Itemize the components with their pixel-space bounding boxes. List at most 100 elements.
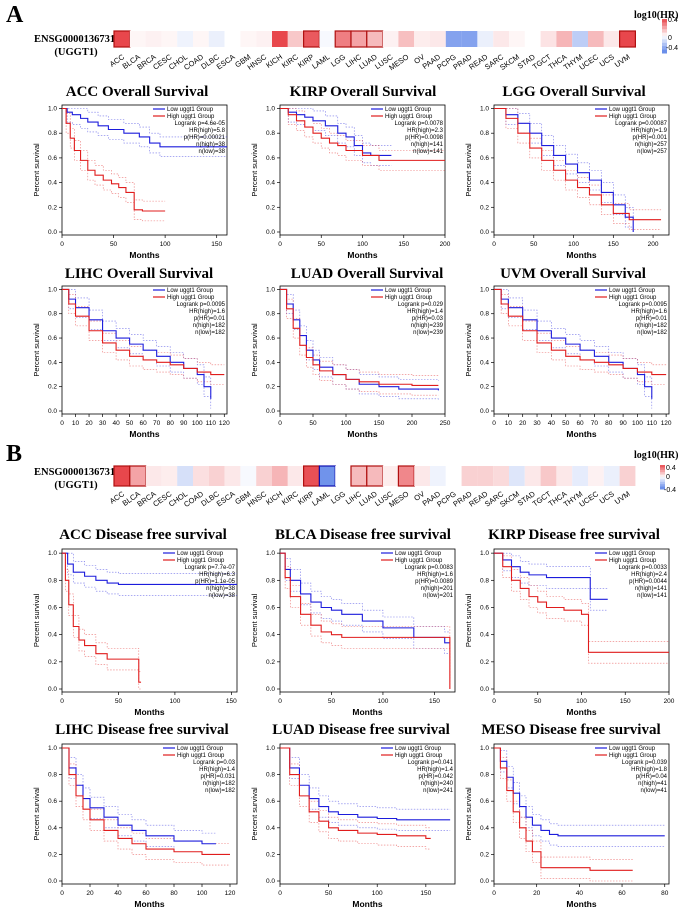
heatmap-cell-kirc xyxy=(287,31,304,47)
gene-id: ENSG0000136731.12 xyxy=(34,467,129,478)
stat-line: HR(high)=1.8 xyxy=(631,767,668,773)
colorbar-segment xyxy=(662,22,667,27)
high-ci-lower xyxy=(494,108,662,230)
stat-line: n(low)=182 xyxy=(637,330,668,336)
heatmap-cell-ucec xyxy=(588,466,604,486)
heatmap-cell-meso xyxy=(398,31,415,47)
heatmap-cell-thym xyxy=(572,466,588,486)
x-tick-label: 50 xyxy=(328,698,336,705)
heatmap-cell-hnsc xyxy=(256,466,272,486)
y-axis-label: Percent survival xyxy=(464,323,473,377)
x-tick-label: 0 xyxy=(492,698,496,705)
high-group-curve xyxy=(280,288,439,387)
high-group-curve xyxy=(494,288,667,376)
colorbar-segment xyxy=(660,486,665,490)
y-tick-label: 0.8 xyxy=(266,311,275,318)
x-tick-label: 110 xyxy=(206,420,217,427)
plot-frame xyxy=(279,548,456,693)
x-tick-label: 90 xyxy=(180,420,188,427)
plot-title-kirp-dfs: KIRP Disease free survival xyxy=(488,527,660,543)
scale-tick-top: 0.4 xyxy=(666,465,676,472)
x-tick-label: 40 xyxy=(576,890,584,897)
y-tick-label: 0.2 xyxy=(480,659,489,666)
y-axis-label: Percent survival xyxy=(250,787,259,841)
heatmap-cell-uvm xyxy=(618,30,636,48)
heatmap-cell-skcm xyxy=(509,31,525,47)
y-axis-label: Percent survival xyxy=(464,787,473,841)
x-tick-label: 0 xyxy=(278,890,282,897)
colorbar-segment xyxy=(662,19,667,23)
y-tick-label: 0.8 xyxy=(480,772,489,779)
x-tick-label: 150 xyxy=(620,698,631,705)
stat-line: p(HR)=0.00021 xyxy=(184,135,226,141)
plot-frame xyxy=(493,104,670,236)
y-tick-label: 0.2 xyxy=(480,851,489,858)
y-tick-label: 0.4 xyxy=(48,359,57,366)
x-tick-label: 0 xyxy=(60,698,64,705)
gene-alias: (UGGT1) xyxy=(54,480,98,491)
x-tick-label: 200 xyxy=(407,420,418,427)
low-ci-upper xyxy=(62,289,212,390)
low-ci-lower xyxy=(280,552,450,654)
km-plot-uvm-os: 0 10 20 30 40 50 60 70 80 90 100 110 120 0.0 0.2 0.4 0.6… xyxy=(464,285,672,439)
plot-frame xyxy=(493,743,670,885)
x-tick-label: 20 xyxy=(85,420,93,427)
x-tick-label: 50 xyxy=(115,698,123,705)
stat-line: HR(high)=5.8 xyxy=(189,128,226,134)
gene-id: ENSG0000136731.12 xyxy=(34,34,129,45)
heatmap-cell-stad xyxy=(524,466,541,486)
x-tick-label: 50 xyxy=(530,241,538,248)
x-tick-label: 70 xyxy=(591,420,599,427)
stat-line: n(high)=182 xyxy=(203,781,236,787)
panel-b-scale-title: log10(HR) xyxy=(634,450,679,461)
stat-line: p(HR)=0.01 xyxy=(636,316,668,322)
x-tick-label: 60 xyxy=(140,420,148,427)
heatmap-cell-coad xyxy=(193,31,209,47)
heatmap-cell-meso xyxy=(397,465,415,487)
y-axis-label: Percent survival xyxy=(250,323,259,377)
high-ci-upper xyxy=(62,747,230,845)
y-tick-label: 0.2 xyxy=(266,204,275,211)
stat-line: Logrank p=0.0095 xyxy=(176,302,225,308)
scale-tick-top: 0.4 xyxy=(668,17,678,24)
colorbar-segment xyxy=(660,474,665,478)
stat-line: p(HR)=0.0044 xyxy=(629,579,668,585)
low-ci-upper xyxy=(62,552,237,574)
x-tick-label: 100 xyxy=(372,890,383,897)
stat-line: n(high)=141 xyxy=(635,586,668,592)
legend-high-label: High uggt1 Group xyxy=(167,295,215,301)
y-tick-label: 0.6 xyxy=(48,335,57,342)
x-axis-label: Months xyxy=(129,429,159,439)
y-axis-label: Percent survival xyxy=(32,593,41,647)
y-tick-label: 0.6 xyxy=(480,604,489,611)
y-tick-label: 1.0 xyxy=(480,550,489,557)
y-tick-label: 0.8 xyxy=(480,311,489,318)
plot-frame xyxy=(279,743,456,885)
heatmap-cell-prad xyxy=(461,466,478,486)
legend-low-label: Low uggt1 Group xyxy=(609,288,656,294)
y-tick-label: 0.0 xyxy=(266,686,275,693)
stat-line: p(HR)=1.1e-05 xyxy=(195,579,236,585)
high-group-curve xyxy=(494,552,669,653)
km-plot-acc-os: 0 50 100 150 0.0 0.2 0.4 0.6 0.8 1.0 Months Percent… xyxy=(32,104,228,260)
x-tick-label: 50 xyxy=(126,420,134,427)
y-tick-label: 0.2 xyxy=(480,384,489,391)
low-ci-upper xyxy=(494,108,634,223)
x-tick-label: 20 xyxy=(86,890,94,897)
stat-line: n(low)=38 xyxy=(208,593,235,599)
high-group-curve xyxy=(494,107,662,221)
colorbar-segment xyxy=(660,465,665,468)
scale-tick-mid: 0 xyxy=(666,474,670,481)
y-tick-label: 0.6 xyxy=(48,604,57,611)
heatmap-cell-brca xyxy=(145,31,162,47)
y-tick-label: 1.0 xyxy=(48,550,57,557)
x-tick-label: 120 xyxy=(661,420,672,427)
heatmap-cell-kich xyxy=(272,466,288,486)
x-tick-label: 30 xyxy=(99,420,107,427)
colorbar-segment xyxy=(660,484,665,488)
x-axis-label: Months xyxy=(347,429,377,439)
x-tick-label: 40 xyxy=(548,420,556,427)
heatmap-cell-esca xyxy=(224,31,241,47)
heatmap-cell-brca xyxy=(145,466,162,486)
legend-high-label: High uggt1 Group xyxy=(609,114,657,120)
